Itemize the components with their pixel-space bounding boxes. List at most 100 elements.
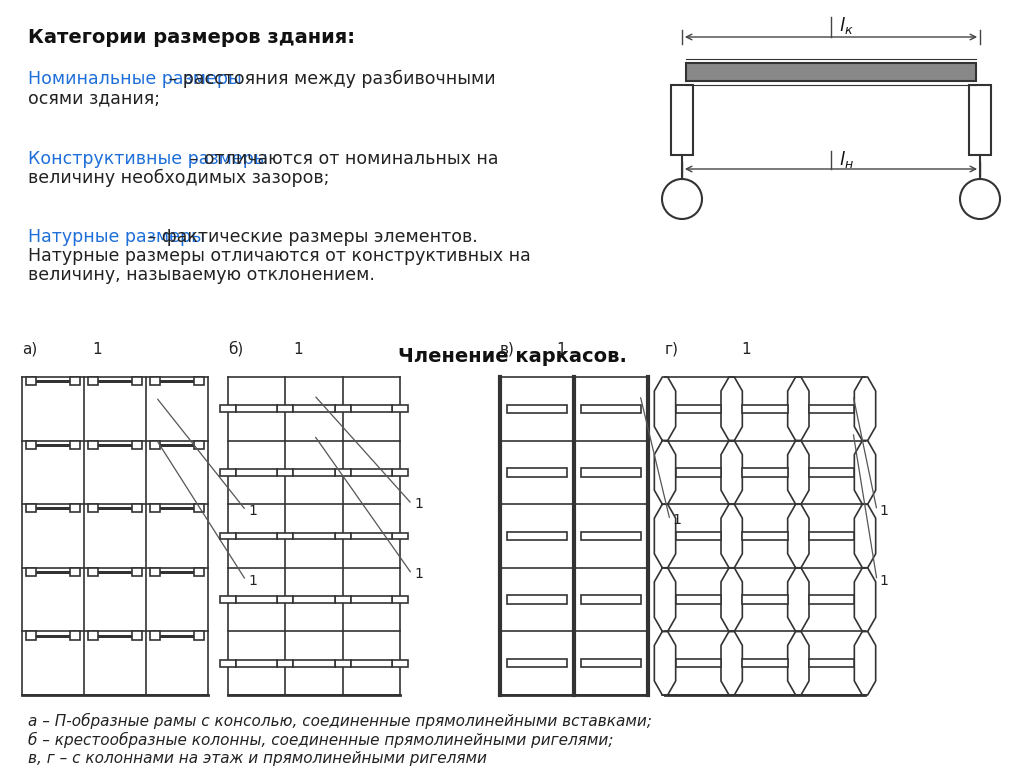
Bar <box>293 596 335 603</box>
Bar <box>809 469 854 476</box>
Bar <box>132 631 142 640</box>
Bar <box>507 532 567 540</box>
Bar <box>132 377 142 385</box>
Bar <box>293 532 335 539</box>
Bar <box>581 532 641 540</box>
Bar <box>278 532 293 539</box>
Bar <box>132 568 142 576</box>
Text: осями здания;: осями здания; <box>28 89 160 107</box>
Bar <box>278 469 293 476</box>
Bar <box>581 595 641 604</box>
Text: а): а) <box>22 342 37 357</box>
Bar <box>335 596 350 603</box>
Bar <box>236 660 278 667</box>
Text: 1: 1 <box>248 574 257 588</box>
Bar <box>293 469 335 476</box>
Bar <box>195 377 204 385</box>
Bar <box>26 631 36 640</box>
Bar <box>26 377 36 385</box>
Bar <box>278 405 293 413</box>
Bar <box>236 596 278 603</box>
Text: Натурные размеры отличаются от конструктивных на: Натурные размеры отличаются от конструкт… <box>28 247 530 265</box>
Bar <box>195 631 204 640</box>
Bar <box>195 504 204 512</box>
Bar <box>220 532 236 539</box>
Bar <box>88 631 97 640</box>
Bar <box>293 660 335 667</box>
Bar <box>71 568 80 576</box>
Bar <box>392 596 408 603</box>
Bar <box>132 504 142 512</box>
Text: величину, называемую отклонением.: величину, называемую отклонением. <box>28 266 375 284</box>
Text: 1: 1 <box>741 342 751 357</box>
Bar <box>809 595 854 604</box>
Bar <box>350 469 392 476</box>
Bar <box>335 469 350 476</box>
Text: Конструктивные размеры: Конструктивные размеры <box>28 150 267 168</box>
Text: 1: 1 <box>414 567 423 581</box>
Bar <box>507 405 567 413</box>
Bar <box>278 596 293 603</box>
Bar <box>132 440 142 449</box>
Bar <box>809 659 854 667</box>
Bar <box>236 469 278 476</box>
Bar <box>26 440 36 449</box>
Text: величину необходимых зазоров;: величину необходимых зазоров; <box>28 169 330 187</box>
Bar <box>809 532 854 540</box>
Bar <box>335 660 350 667</box>
Bar <box>150 440 160 449</box>
Bar <box>236 405 278 413</box>
Bar <box>236 532 278 539</box>
Bar <box>742 532 787 540</box>
Bar <box>742 405 787 413</box>
Bar <box>150 377 160 385</box>
Bar <box>88 377 97 385</box>
Bar <box>676 532 721 540</box>
Text: – фактические размеры элементов.: – фактические размеры элементов. <box>141 228 477 246</box>
Text: Категории размеров здания:: Категории размеров здания: <box>28 28 355 47</box>
Bar <box>507 469 567 476</box>
Bar <box>278 660 293 667</box>
Text: 1: 1 <box>879 504 888 518</box>
Bar <box>26 568 36 576</box>
Bar <box>581 659 641 667</box>
Text: 1: 1 <box>293 342 303 357</box>
Bar <box>350 405 392 413</box>
Circle shape <box>961 179 1000 219</box>
Text: Натурные размеры: Натурные размеры <box>28 228 205 246</box>
Bar <box>350 596 392 603</box>
Bar <box>26 504 36 512</box>
Bar <box>581 405 641 413</box>
Bar <box>507 595 567 604</box>
Text: 1: 1 <box>672 513 681 527</box>
Bar <box>88 440 97 449</box>
Text: – отличаются от номинальных на: – отличаются от номинальных на <box>184 150 499 168</box>
Bar <box>71 631 80 640</box>
Bar <box>195 568 204 576</box>
Bar <box>220 596 236 603</box>
Text: – расстояния между разбивочными: – расстояния между разбивочными <box>163 70 496 88</box>
Bar <box>195 440 204 449</box>
Text: 1: 1 <box>414 497 423 511</box>
Bar <box>742 595 787 604</box>
Bar <box>150 504 160 512</box>
Bar <box>581 469 641 476</box>
Bar <box>392 532 408 539</box>
Bar <box>350 660 392 667</box>
Text: $l_н$: $l_н$ <box>839 149 854 170</box>
Text: 1: 1 <box>93 342 102 357</box>
Text: 1: 1 <box>248 504 257 518</box>
Bar <box>71 504 80 512</box>
Text: в): в) <box>500 342 515 357</box>
Text: б): б) <box>228 341 244 357</box>
Text: 1: 1 <box>879 574 888 588</box>
Bar <box>88 504 97 512</box>
Text: в, г – с колоннами на этаж и прямолинейными ригелями: в, г – с колоннами на этаж и прямолинейн… <box>28 751 486 766</box>
Bar <box>220 405 236 413</box>
Bar <box>71 377 80 385</box>
Bar <box>676 405 721 413</box>
Bar <box>220 469 236 476</box>
Bar <box>220 660 236 667</box>
Bar <box>809 405 854 413</box>
Bar <box>742 659 787 667</box>
